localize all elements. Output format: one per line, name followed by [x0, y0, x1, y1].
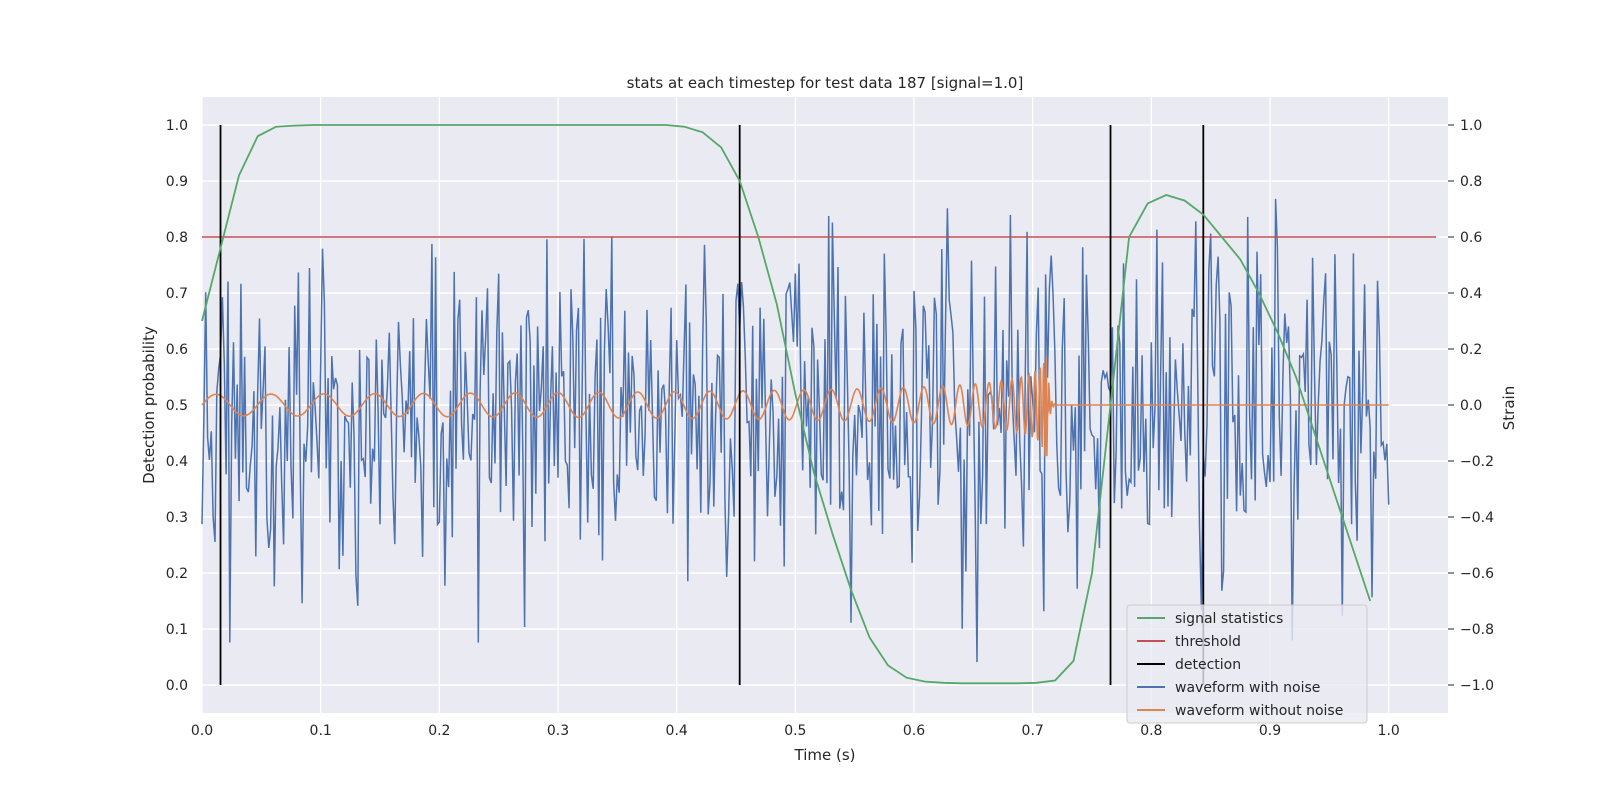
- legend-box: [1126, 604, 1368, 724]
- x-tick-label: 0.2: [428, 723, 450, 739]
- y2-tick-label: 0.8: [1460, 174, 1482, 190]
- y2-tick-label: 0.2: [1460, 342, 1482, 358]
- waveform-without-noise-line: [201, 356, 1389, 457]
- legend-label-waveform-without-noise: waveform without noise: [1175, 703, 1343, 719]
- legend-label-signal-statistics: signal statistics: [1175, 611, 1283, 627]
- x-tick-label: 0.7: [1022, 723, 1044, 739]
- y2-tick-label: 0.0: [1460, 398, 1482, 414]
- y-tick-label: 1.0: [166, 118, 188, 134]
- x-tick-label: 0.4: [666, 723, 688, 739]
- y-tick-label: 0.2: [166, 566, 188, 582]
- y-tick-label: 0.8: [166, 230, 188, 246]
- legend: signal statistics threshold detection wa…: [1126, 604, 1368, 724]
- x-tick-label: 0.1: [310, 723, 332, 739]
- y-tick-label: 0.0: [166, 678, 188, 694]
- chart-title: stats at each timestep for test data 187…: [627, 74, 1024, 92]
- waveform-with-noise-line: [201, 198, 1390, 663]
- x-axis-label: Time (s): [794, 746, 856, 764]
- y2-tick-label: 0.4: [1460, 286, 1482, 302]
- x-tick-label: 1.0: [1378, 723, 1400, 739]
- y2-tick-label: −0.4: [1460, 510, 1494, 526]
- y-tick-label: 0.7: [166, 286, 188, 302]
- y-tick-label: 0.1: [166, 622, 188, 638]
- signal-statistics-line: [201, 124, 1372, 685]
- x-tick-label: 0.0: [191, 723, 213, 739]
- x-tick-label: 0.8: [1140, 723, 1162, 739]
- y2-tick-label: −0.8: [1460, 622, 1494, 638]
- y-axis-label: Detection probability: [140, 326, 158, 484]
- x-tick-label: 0.9: [1259, 723, 1281, 739]
- y-tick-label: 0.6: [166, 342, 188, 358]
- x-tick-label: 0.3: [547, 723, 569, 739]
- y-tick-label: 0.4: [166, 454, 188, 470]
- x-tick-label: 0.5: [784, 723, 806, 739]
- y2-tick-label: 1.0: [1460, 118, 1482, 134]
- y2-tick-label: −1.0: [1460, 678, 1494, 694]
- y2-tick-label: −0.6: [1460, 566, 1494, 582]
- legend-label-detection: detection: [1175, 657, 1241, 673]
- y2-tick-label: 0.6: [1460, 230, 1482, 246]
- y2-tick-label: −0.2: [1460, 454, 1494, 470]
- y2-axis-label: Strain: [1500, 386, 1518, 430]
- y-tick-label: 0.3: [166, 510, 188, 526]
- x-tick-label: 0.6: [903, 723, 925, 739]
- y-tick-label: 0.9: [166, 174, 188, 190]
- legend-label-threshold: threshold: [1175, 634, 1241, 650]
- legend-label-waveform-with-noise: waveform with noise: [1175, 680, 1320, 696]
- data-layer: [201, 124, 1437, 685]
- tick-layer: 0.0 0.1 0.2 0.3 0.4 0.5 0.6 0.7 0.8 0.9 1.0 0.0 0.1 0…: [166, 118, 1494, 739]
- y-tick-label: 0.5: [166, 398, 188, 414]
